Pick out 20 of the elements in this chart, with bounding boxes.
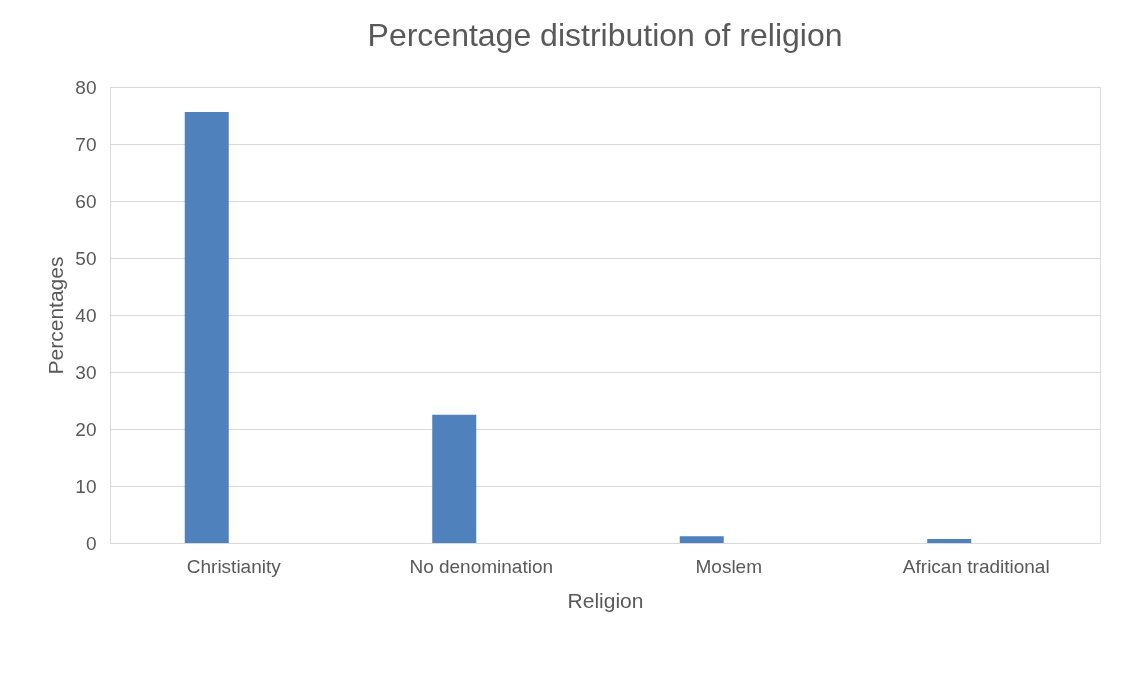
bar [184,112,229,543]
y-tick-label: 60 [75,190,97,212]
x-tick-label: Christianity [186,555,282,577]
bar [432,414,477,543]
x-tick-label: Moslem [695,555,763,577]
chart-title: Percentage distribution of religion [367,17,843,53]
bar [927,539,972,543]
x-axis-title: Religion [567,588,644,612]
y-tick-label: 0 [85,532,97,554]
x-tick-label: African traditional [902,555,1050,577]
y-tick-label: 20 [75,418,97,440]
y-tick-label: 80 [75,76,97,98]
y-tick-label: 50 [75,247,97,269]
y-tick-label: 40 [75,304,97,326]
y-tick-label: 70 [75,133,97,155]
y-tick-label: 30 [75,361,97,383]
x-tick-label: No denomination [409,555,554,577]
y-tick-label: 10 [75,475,97,497]
y-axis-title: Percentages [44,256,68,375]
bar [679,536,724,543]
